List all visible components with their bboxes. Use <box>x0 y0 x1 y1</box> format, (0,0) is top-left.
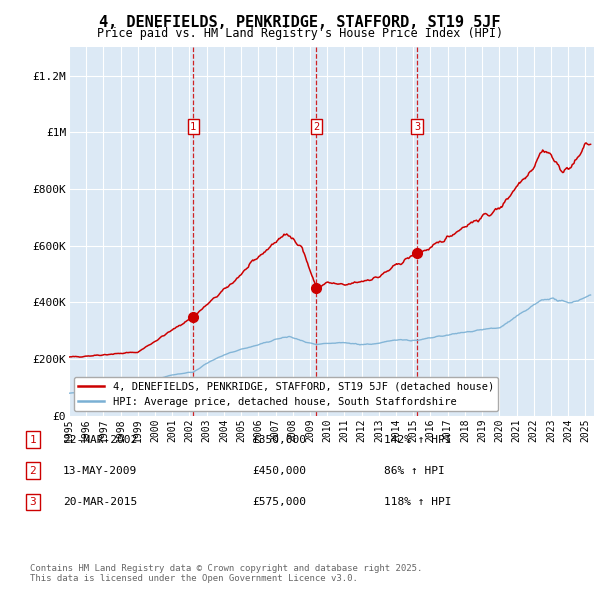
Legend: 4, DENEFIELDS, PENKRIDGE, STAFFORD, ST19 5JF (detached house), HPI: Average pric: 4, DENEFIELDS, PENKRIDGE, STAFFORD, ST19… <box>74 377 498 411</box>
Text: 20-MAR-2015: 20-MAR-2015 <box>63 497 137 507</box>
Text: 22-MAR-2002: 22-MAR-2002 <box>63 435 137 444</box>
Text: 2: 2 <box>313 122 319 132</box>
Text: Price paid vs. HM Land Registry's House Price Index (HPI): Price paid vs. HM Land Registry's House … <box>97 27 503 40</box>
Text: £450,000: £450,000 <box>252 466 306 476</box>
Text: 3: 3 <box>29 497 37 507</box>
Text: 1: 1 <box>190 122 196 132</box>
Text: 118% ↑ HPI: 118% ↑ HPI <box>384 497 452 507</box>
Text: 2: 2 <box>29 466 37 476</box>
Text: 86% ↑ HPI: 86% ↑ HPI <box>384 466 445 476</box>
Text: 13-MAY-2009: 13-MAY-2009 <box>63 466 137 476</box>
Text: £350,000: £350,000 <box>252 435 306 444</box>
Text: 1: 1 <box>29 435 37 444</box>
Text: 4, DENEFIELDS, PENKRIDGE, STAFFORD, ST19 5JF: 4, DENEFIELDS, PENKRIDGE, STAFFORD, ST19… <box>99 15 501 30</box>
Text: 3: 3 <box>414 122 420 132</box>
Text: £575,000: £575,000 <box>252 497 306 507</box>
Text: Contains HM Land Registry data © Crown copyright and database right 2025.
This d: Contains HM Land Registry data © Crown c… <box>30 563 422 583</box>
Text: 142% ↑ HPI: 142% ↑ HPI <box>384 435 452 444</box>
